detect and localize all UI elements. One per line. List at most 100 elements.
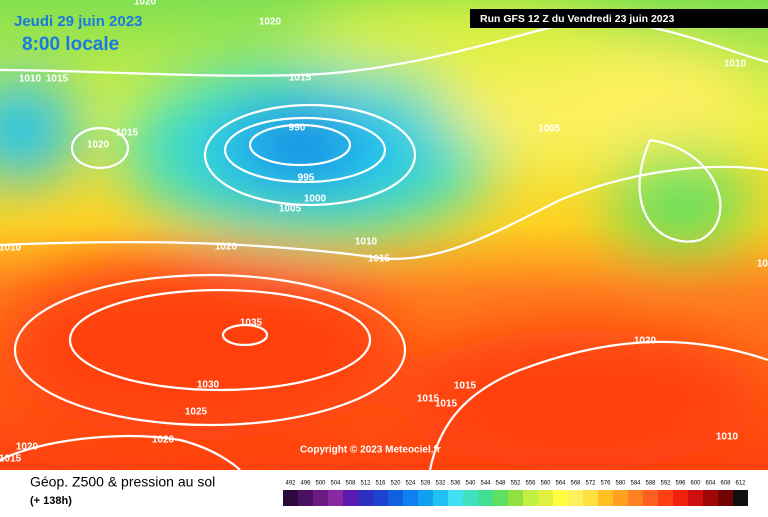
- scale-label: 600: [690, 481, 701, 487]
- scale-label: 544: [480, 481, 491, 487]
- scale-swatch: [553, 490, 568, 506]
- scale-label: 612: [735, 481, 746, 487]
- isobar-label: 995: [298, 173, 315, 184]
- footer-title: Géop. Z500 & pression au sol: [30, 474, 215, 490]
- scale-label: 496: [300, 481, 311, 487]
- isobar-label: 1015: [0, 454, 22, 465]
- scale-label: 540: [465, 481, 476, 487]
- scale-label: 524: [405, 481, 416, 487]
- scale-swatch: [733, 490, 748, 506]
- isobar-label: 1020: [215, 242, 238, 253]
- scale-label: 584: [630, 481, 641, 487]
- isobars: [0, 20, 768, 471]
- scale-swatch: [538, 490, 553, 506]
- isobar-label: 1000: [304, 194, 327, 205]
- isobar-label: 1015: [435, 399, 458, 410]
- scale-swatch: [628, 490, 643, 506]
- isobar-label: 1005: [279, 204, 302, 215]
- isobar-label: 1010: [355, 237, 378, 248]
- scale-swatch: [493, 490, 508, 506]
- copyright: Copyright © 2023 Meteociel.fr: [300, 445, 441, 456]
- isobar-label: 1010: [0, 243, 22, 254]
- scale-label: 516: [375, 481, 386, 487]
- run-info: Run GFS 12 Z du Vendredi 23 juin 2023: [480, 13, 674, 25]
- scale-swatch: [373, 490, 388, 506]
- footer-lead: (+ 138h): [30, 495, 72, 507]
- isobar-label: 1015: [368, 254, 391, 265]
- scale-label: 536: [450, 481, 461, 487]
- isobar-label: 1015: [417, 394, 440, 405]
- scale-swatch: [523, 490, 538, 506]
- scale-swatch: [448, 490, 463, 506]
- scale-swatch: [343, 490, 358, 506]
- isobar-label: 1025: [185, 407, 208, 418]
- isobar-label: 1010: [716, 432, 739, 443]
- scale-swatch: [313, 490, 328, 506]
- scale-label: 552: [510, 481, 521, 487]
- isobar-label: 1020: [134, 0, 157, 8]
- scale-swatch: [298, 490, 313, 506]
- scale-label: 508: [345, 481, 356, 487]
- scale-label: 588: [645, 481, 656, 487]
- scale-label: 560: [540, 481, 551, 487]
- scale-label: 492: [285, 481, 296, 487]
- isobar-label: 1015: [289, 73, 312, 84]
- date: Jeudi 29 juin 2023: [14, 13, 142, 30]
- scale-label: 568: [570, 481, 581, 487]
- scale-label: 564: [555, 481, 566, 487]
- scale-swatch: [388, 490, 403, 506]
- isobar-label: 1020: [87, 140, 110, 151]
- scale-label: 608: [720, 481, 731, 487]
- scale-swatch: [718, 490, 733, 506]
- scale-swatch: [433, 490, 448, 506]
- scale-swatch: [598, 490, 613, 506]
- scale-label: 576: [600, 481, 611, 487]
- isobar-label: 1020: [16, 442, 39, 453]
- scale-swatch: [658, 490, 673, 506]
- scale-swatch: [283, 490, 298, 506]
- scale-label: 548: [495, 481, 506, 487]
- scale-swatch: [673, 490, 688, 506]
- isobar-label: 990: [289, 123, 306, 134]
- isobar-label: 1010: [724, 59, 747, 70]
- scale-swatch: [688, 490, 703, 506]
- isobar-label: 1035: [240, 318, 263, 329]
- time: 8:00 locale: [22, 34, 119, 55]
- isobar-label: 1030: [197, 380, 220, 391]
- isobar-label: 1020: [259, 17, 282, 28]
- scale-swatch: [643, 490, 658, 506]
- isobar-label: 1015: [46, 74, 69, 85]
- scale-label: 580: [615, 481, 626, 487]
- scale-swatch: [583, 490, 598, 506]
- field: [0, 0, 768, 470]
- isobar-label: 1015: [116, 128, 139, 139]
- scale-label: 520: [390, 481, 401, 487]
- scale-label: 532: [435, 481, 446, 487]
- scale-label: 596: [675, 481, 686, 487]
- scale-swatch: [403, 490, 418, 506]
- scale-label: 504: [330, 481, 341, 487]
- scale-label: 604: [705, 481, 716, 487]
- scale-swatch: [478, 490, 493, 506]
- scale-label: 528: [420, 481, 431, 487]
- scale-swatch: [703, 490, 718, 506]
- isobar-label: 1020: [634, 336, 657, 347]
- scale-label: 512: [360, 481, 371, 487]
- scale-swatch: [418, 490, 433, 506]
- scale-swatch: [613, 490, 628, 506]
- scale-swatch: [463, 490, 478, 506]
- scale-swatch: [358, 490, 373, 506]
- scale-label: 500: [315, 481, 326, 487]
- isobar-label: 1020: [152, 435, 175, 446]
- scale-swatch: [328, 490, 343, 506]
- scale-swatch: [568, 490, 583, 506]
- run-box: [470, 9, 768, 28]
- isobar-label: 1005: [538, 124, 561, 135]
- scale-label: 572: [585, 481, 596, 487]
- color-scale: 492 496 500 504 508 512 516 520 524 528 532 536 540 5…: [283, 481, 748, 506]
- isobar-label: 1010: [19, 74, 42, 85]
- scale-swatch: [508, 490, 523, 506]
- isobar-label: 1015: [454, 381, 477, 392]
- isobar-label: 1010: [757, 259, 768, 270]
